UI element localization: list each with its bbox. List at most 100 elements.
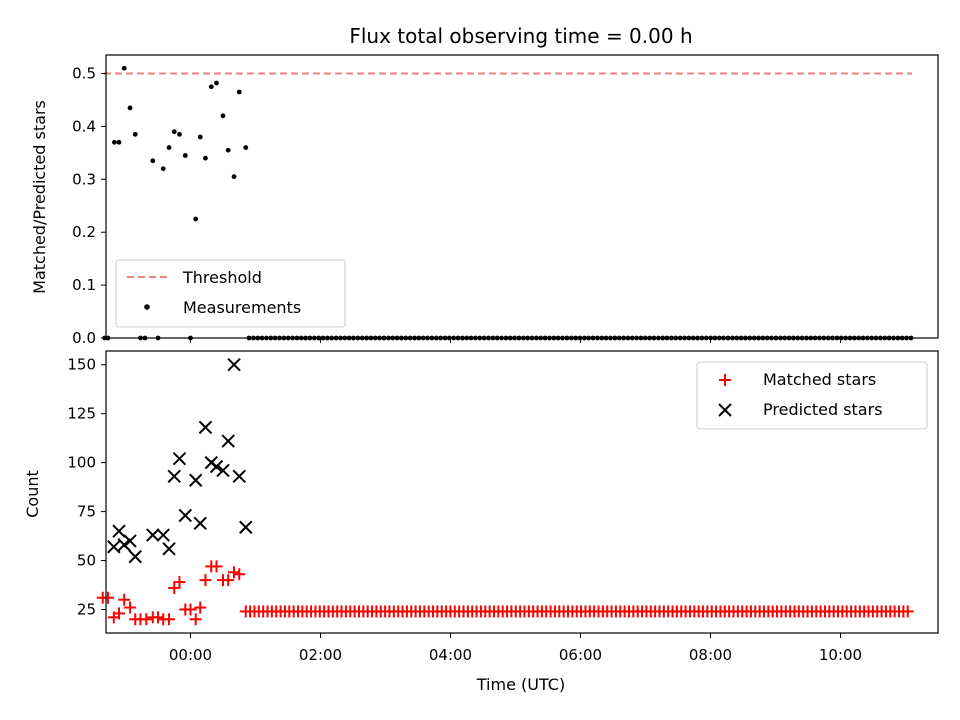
count-marks: [96, 358, 914, 626]
predicted-star-marker: [188, 473, 203, 487]
count-y-tick-label: 150: [67, 356, 96, 374]
ratio-marks: [102, 65, 914, 341]
measurement-point: [121, 65, 127, 71]
matched-star-marker: [168, 581, 181, 594]
count-x-axis-label: Time (UTC): [476, 675, 565, 694]
measurement-point: [127, 105, 133, 111]
predicted-star-stroke-b: [172, 452, 187, 466]
count-x-tick-label: 02:00: [299, 646, 342, 664]
measurement-point: [243, 145, 249, 150]
predicted-star-marker: [239, 520, 253, 534]
predicted-star-stroke-b: [128, 549, 142, 564]
predicted-star-marker: [123, 534, 137, 548]
predicted-star-marker: [209, 459, 224, 474]
predicted-star-stroke-b: [227, 358, 241, 372]
predicted-star-stroke-b: [221, 434, 235, 448]
measurement-point: [177, 131, 182, 137]
measurement-point: [112, 139, 117, 145]
measurement-point: [203, 155, 208, 161]
count-x-tick-label: 08:00: [689, 646, 732, 664]
matched-star-marker: [228, 566, 241, 579]
predicted-star-stroke-b: [123, 534, 137, 548]
ratio-panel: 0.0 0.1 0.2 0.3 0.4 0.5 Matched/Predicted sta…: [30, 54, 939, 347]
ratio-y-tick-label: 0.5: [72, 65, 96, 83]
count-y-ticks: 25 50 75 100 125 150: [67, 356, 106, 619]
measurement-point: [171, 129, 177, 135]
predicted-star-stroke-b: [162, 542, 176, 556]
predicted-star-marker: [112, 524, 126, 538]
predicted-star-marker: [193, 516, 207, 531]
measurement-point: [220, 113, 226, 119]
count-x-tick-label: 06:00: [559, 646, 602, 664]
count-y-tick-label: 50: [77, 552, 96, 570]
predicted-star-stroke-b: [232, 469, 246, 484]
measurement-point: [231, 174, 237, 180]
matched-star-marker: [901, 605, 914, 618]
predicted-star-marker: [216, 463, 230, 478]
predicted-legend-swatch: [718, 403, 732, 417]
matched-star-marker: [189, 613, 202, 626]
ratio-y-tick-label: 0.2: [72, 223, 96, 241]
matched-star-marker: [199, 574, 212, 587]
predicted-star-stroke-b: [167, 469, 181, 484]
matched-star-marker: [184, 603, 197, 616]
matched-star-marker: [124, 601, 137, 614]
measurement-point: [225, 147, 231, 153]
predicted-star-marker: [117, 538, 131, 552]
measurements-legend-swatch: [144, 304, 150, 310]
measurement-point: [197, 134, 203, 140]
measurement-point: [150, 158, 156, 164]
matched-star-marker: [118, 593, 131, 606]
predicted-star-stroke-b: [107, 540, 121, 554]
measurement-point: [193, 216, 199, 222]
ratio-y-axis-label: Matched/Predicted stars: [30, 100, 49, 294]
measurement-point: [160, 166, 166, 172]
chart-title: Flux total observing time = 0.00 h: [349, 24, 692, 48]
matched-star-marker: [140, 613, 153, 626]
count-y-axis-label: Count: [23, 470, 42, 518]
predicted-star-stroke-b: [239, 520, 253, 534]
measurement-point: [208, 84, 214, 90]
predicted-star-stroke-b: [216, 463, 230, 478]
count-x-ticks: 00:00 02:00 04:00 06:00 08:00 10:00: [169, 633, 862, 664]
matched-star-marker: [173, 576, 186, 589]
measurement-point: [116, 139, 122, 145]
measurement-point: [214, 80, 219, 86]
matched-star-marker: [152, 611, 164, 624]
count-legend-box: [696, 361, 928, 430]
predicted-star-marker: [232, 469, 246, 484]
ratio-y-tick-label: 0.3: [72, 170, 96, 188]
matched-star-marker: [113, 607, 125, 620]
matched-star-marker: [163, 613, 176, 626]
predicted-star-stroke-b: [156, 528, 170, 542]
measurement-point: [166, 145, 172, 150]
count-x-tick-label: 04:00: [429, 646, 472, 664]
count-y-tick-label: 25: [77, 601, 96, 619]
count-y-tick-label: 125: [67, 405, 96, 423]
predicted-star-marker: [221, 434, 235, 448]
ratio-y-ticks: 0.0 0.1 0.2 0.3 0.4 0.5: [72, 65, 106, 347]
predicted-star-marker: [198, 420, 213, 435]
measurements-legend-label: Measurements: [183, 298, 301, 317]
threshold-legend-label: Threshold: [182, 268, 262, 287]
matched-star-marker: [222, 574, 235, 587]
matched-star-marker: [210, 560, 223, 573]
measurement-point: [182, 153, 188, 158]
measurement-point: [236, 89, 242, 95]
predicted-star-stroke-b: [117, 538, 131, 552]
ratio-axes-frame: [105, 54, 939, 339]
predicted-star-stroke-b: [188, 473, 203, 487]
count-y-tick-label: 75: [77, 503, 96, 521]
predicted-star-marker: [167, 469, 181, 484]
matched-star-marker: [194, 601, 207, 614]
count-y-tick-label: 100: [67, 454, 96, 472]
predicted-legend-label: Predicted stars: [763, 400, 883, 419]
count-x-tick-label: 00:00: [169, 646, 212, 664]
predicted-star-marker: [107, 540, 121, 554]
predicted-star-marker: [156, 528, 170, 542]
predicted-star-stroke-b: [178, 508, 193, 523]
matched-star-marker: [101, 591, 114, 604]
predicted-star-marker: [172, 452, 187, 466]
predicted-star-stroke-b: [112, 524, 126, 538]
